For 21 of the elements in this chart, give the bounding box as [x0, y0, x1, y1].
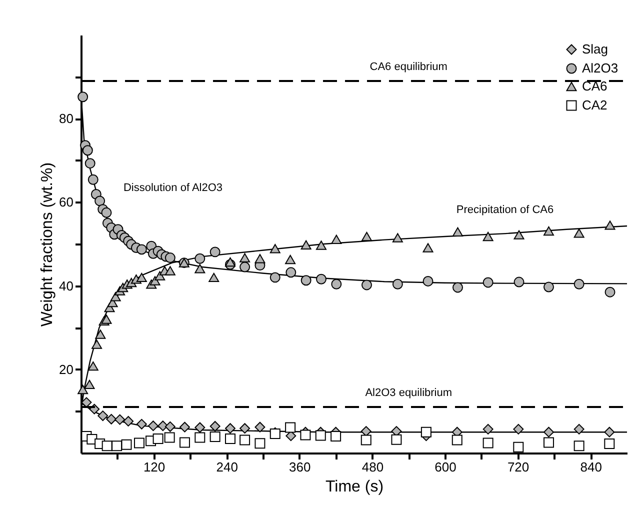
ref-line-label: CA6 equilibrium [370, 61, 448, 74]
y-tick-label: 60 [59, 194, 74, 210]
x-tick-label: 240 [216, 460, 238, 474]
x-tick-label: 600 [434, 460, 456, 474]
legend-label: Slag [582, 42, 608, 56]
y-tick-label: 80 [59, 111, 74, 126]
x-tick-label: 480 [362, 460, 384, 474]
x-axis-title: Time (s) [325, 478, 384, 496]
annotation: Dissolution of Al2O3 [123, 182, 223, 194]
legend-label: Al2O3 [582, 60, 618, 76]
y-tick-label: 40 [59, 278, 74, 294]
x-tick-label: 120 [143, 460, 166, 474]
y-tick-label: 20 [59, 362, 74, 377]
legend-label: CA2 [582, 98, 608, 112]
x-tick-label: 840 [580, 460, 602, 474]
y-axis-title: Weight fractions (wt.%) [39, 162, 56, 327]
x-tick-label: 720 [507, 460, 530, 474]
legend-label: CA6 [582, 78, 608, 94]
x-tick-label: 360 [289, 460, 311, 474]
ref-line-label: Al2O3 equilibrium [365, 387, 452, 400]
annotation: Precipitation of CA6 [456, 204, 554, 216]
